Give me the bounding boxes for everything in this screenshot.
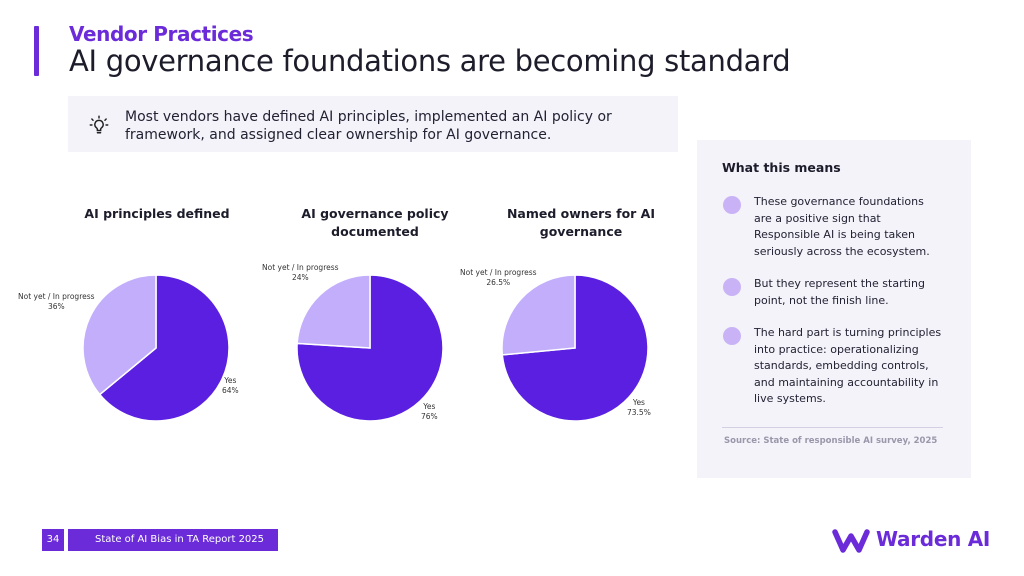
panel-point-1-line-3: Responsible AI is being taken (754, 228, 915, 241)
pie-2-slice-not-yet (296, 274, 371, 349)
callout-text: Most vendors have defined AI principles,… (125, 108, 665, 144)
callout-line-1: Most vendors have defined AI principles,… (125, 109, 612, 125)
key-insight-callout: Most vendors have defined AI principles,… (68, 96, 678, 152)
pie-chart-governance-policy (296, 274, 444, 422)
pie-1-label-not-yet-value: 36% (47, 302, 65, 311)
chart-3-title-line-2: governance (539, 224, 623, 239)
chart-1-title-line-1: AI principles defined (84, 206, 230, 221)
panel-point-3-line-5: live systems. (754, 392, 826, 405)
section-eyebrow: Vendor Practices (69, 22, 254, 46)
panel-point-3-line-3: standards, embedding controls, (754, 359, 929, 372)
pie-1-slice-not-yet (82, 274, 157, 396)
pie-1-slice-yes (98, 274, 230, 422)
panel-point-1-line-2: are a positive sign that (754, 211, 881, 225)
warden-logo-mark-icon (832, 529, 870, 553)
panel-point-2: But they represent the starting point, n… (754, 276, 950, 309)
pie-1-label-not-yet-name: Not yet / In progress (18, 292, 95, 301)
pie-1-label-yes-name: Yes (224, 376, 237, 385)
pie-2-label-not-yet: Not yet / In progress 24% (262, 263, 339, 283)
chart-3-title: Named owners for AI governance (481, 205, 681, 241)
panel-title: What this means (722, 160, 841, 175)
pie-1-label-yes-value: 64% (222, 386, 239, 395)
panel-point-3: The hard part is turning principles into… (754, 325, 950, 408)
bullet-dot-1 (723, 196, 741, 214)
chart-1-title: AI principles defined (57, 205, 257, 223)
panel-point-3-line-4: and maintaining accountability in (754, 375, 939, 389)
panel-point-1: These governance foundations are a posit… (754, 194, 950, 260)
bullet-dot-3 (723, 327, 741, 345)
chart-3-title-line-1: Named owners for AI (506, 206, 656, 221)
source-note: Source: State of responsible AI survey, … (724, 436, 938, 446)
footer-report-title: State of AI Bias in TA Report 2025 (68, 529, 278, 551)
lightbulb-icon (89, 115, 109, 134)
logo-text: Warden AI (876, 527, 991, 551)
page-title: AI governance foundations are becoming s… (69, 44, 791, 78)
panel-point-1-line-1: These governance foundations (754, 195, 924, 208)
panel-divider (722, 427, 943, 428)
panel-point-2-line-1: But they represent the starting (754, 277, 925, 290)
panel-point-3-line-2: into practice: operationalizing (754, 342, 919, 356)
pie-3-label-not-yet-name: Not yet / In progress (460, 268, 537, 277)
panel-point-1-line-4: seriously across the ecosystem. (754, 244, 930, 258)
pie-2-label-yes-value: 76% (421, 412, 438, 421)
chart-2-title: AI governance policy documented (275, 205, 475, 241)
panel-point-2-line-2: point, not the finish line. (754, 293, 889, 307)
pie-2-label-not-yet-name: Not yet / In progress (262, 263, 339, 272)
pie-3-slice-not-yet (501, 274, 576, 356)
pie-chart-named-owners (501, 274, 649, 422)
pie-3-label-yes-name: Yes (632, 398, 645, 407)
pie-1-label-not-yet: Not yet / In progress 36% (18, 292, 95, 312)
pie-3-label-yes: Yes 73.5% (627, 398, 651, 418)
pie-1-label-yes: Yes 64% (222, 376, 239, 396)
bullet-dot-2 (723, 278, 741, 296)
pie-3-label-not-yet-value: 26.5% (486, 278, 511, 287)
footer-report-title-text: State of AI Bias in TA Report 2025 (95, 534, 265, 545)
pie-chart-ai-principles (82, 274, 230, 422)
title-accent-bar (34, 26, 39, 76)
pie-2-label-not-yet-value: 24% (291, 273, 309, 282)
callout-line-2: framework, and assigned clear ownership … (125, 127, 552, 143)
panel-point-3-line-1: The hard part is turning principles (754, 326, 942, 339)
chart-2-title-line-1: AI governance policy (301, 206, 449, 221)
pie-2-label-yes-name: Yes (423, 402, 436, 411)
pie-3-label-yes-value: 73.5% (627, 408, 651, 417)
pie-3-label-not-yet: Not yet / In progress 26.5% (460, 268, 537, 288)
page-number: 34 (42, 529, 64, 551)
what-this-means-panel: What this means These governance foundat… (697, 140, 971, 478)
pie-2-label-yes: Yes 76% (421, 402, 438, 422)
chart-2-title-line-2: documented (331, 224, 419, 239)
